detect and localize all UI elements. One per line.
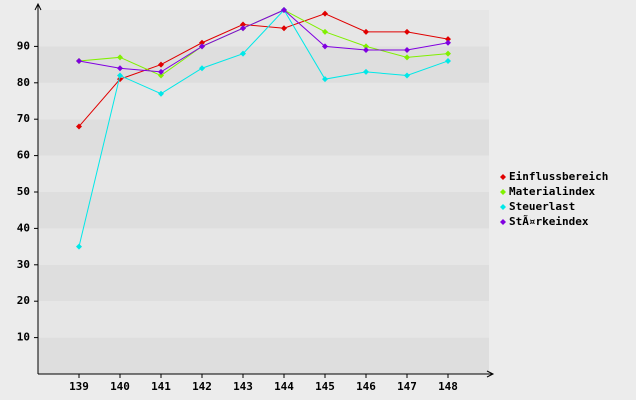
x-tick-label: 145 xyxy=(315,380,335,393)
data-point xyxy=(281,7,287,13)
y-axis-arrow xyxy=(34,2,42,11)
y-tick-label: 60 xyxy=(17,149,30,162)
legend-marker xyxy=(500,219,506,225)
y-tick-label: 50 xyxy=(17,185,30,198)
x-tick-label: 147 xyxy=(397,380,417,393)
grid-band xyxy=(38,301,489,338)
x-tick-label: 141 xyxy=(151,380,171,393)
data-point xyxy=(158,90,164,97)
grid-band xyxy=(38,192,489,229)
data-point xyxy=(158,72,164,79)
series-line xyxy=(78,9,449,247)
x-tick-label: 140 xyxy=(110,380,130,393)
x-tick-label: 146 xyxy=(356,380,376,393)
data-point xyxy=(199,43,205,50)
legend-label: Steuerlast xyxy=(509,200,575,213)
legend-marker xyxy=(500,189,506,195)
data-point xyxy=(117,65,123,72)
data-point xyxy=(240,21,246,28)
data-point xyxy=(240,50,246,57)
x-tick-label: 148 xyxy=(438,380,458,393)
series-line xyxy=(78,13,449,127)
grid-band xyxy=(38,10,489,47)
grid-band xyxy=(38,264,489,302)
data-point xyxy=(158,68,164,75)
data-point xyxy=(322,10,328,17)
grid-band xyxy=(38,46,489,83)
data-point xyxy=(363,47,369,54)
data-point xyxy=(363,28,369,35)
data-point xyxy=(445,57,451,64)
data-point xyxy=(445,50,451,57)
legend-label: Einflussbereich xyxy=(509,170,608,183)
data-point xyxy=(76,57,82,64)
data-point xyxy=(404,47,410,54)
series-line xyxy=(78,9,449,73)
data-point xyxy=(322,28,328,35)
data-point xyxy=(76,123,82,130)
x-tick-label: 144 xyxy=(274,380,294,393)
data-point xyxy=(158,61,164,68)
data-point xyxy=(363,43,369,50)
data-point xyxy=(117,54,123,61)
data-point xyxy=(322,43,328,50)
y-tick-label: 80 xyxy=(17,76,30,89)
data-point xyxy=(322,76,328,83)
data-point xyxy=(404,72,410,79)
grid-band xyxy=(38,228,489,265)
data-point xyxy=(404,28,410,35)
y-tick-label: 30 xyxy=(17,258,30,271)
data-point xyxy=(199,65,205,72)
x-tick-label: 143 xyxy=(233,380,253,393)
legend-label: Materialindex xyxy=(509,185,595,198)
data-point xyxy=(281,25,287,32)
legend-marker xyxy=(500,174,506,180)
grid-band xyxy=(38,82,489,120)
y-tick-label: 10 xyxy=(17,331,30,344)
data-point xyxy=(363,68,369,75)
data-point xyxy=(404,54,410,61)
y-tick-label: 70 xyxy=(17,112,30,125)
x-axis-arrow xyxy=(486,370,495,378)
data-point xyxy=(445,36,451,43)
y-tick-label: 90 xyxy=(17,39,30,52)
legend-marker xyxy=(500,204,506,210)
grid-band xyxy=(38,337,489,374)
data-point xyxy=(76,243,82,250)
grid-band xyxy=(38,119,489,156)
y-tick-label: 40 xyxy=(17,221,30,234)
data-point xyxy=(240,25,246,32)
grid-band xyxy=(38,155,489,192)
legend-label: StÃ¤rkeindex xyxy=(509,215,589,228)
x-tick-label: 139 xyxy=(69,380,89,393)
x-tick-label: 142 xyxy=(192,380,212,393)
data-point xyxy=(445,39,451,46)
y-tick-label: 20 xyxy=(17,294,30,307)
data-point xyxy=(117,72,123,79)
data-point xyxy=(199,39,205,46)
